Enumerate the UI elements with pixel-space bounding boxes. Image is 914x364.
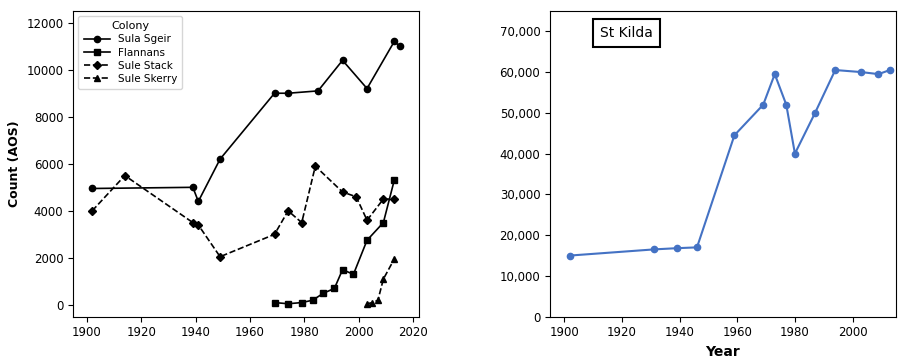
Sule Skerry: [362, 301, 373, 306]
Sule Stack: [193, 223, 204, 227]
Sule Stack: [351, 194, 362, 199]
Flannans: [329, 286, 340, 290]
Y-axis label: Count (AOS): Count (AOS): [7, 120, 21, 207]
Sule Stack: [282, 209, 293, 213]
Flannans: [307, 298, 318, 302]
Legend: Sula Sgeir, Flannans, Sule Stack, Sule Skerry: Sula Sgeir, Flannans, Sule Stack, Sule S…: [79, 16, 183, 89]
Sule Stack: [377, 197, 388, 201]
Sule Stack: [87, 209, 98, 213]
Sule Skerry: [388, 257, 399, 261]
Sule Stack: [269, 232, 280, 237]
Sule Stack: [362, 218, 373, 222]
Sule Skerry: [367, 300, 378, 305]
Sule Stack: [187, 221, 198, 225]
Flannans: [282, 301, 293, 306]
Flannans: [296, 300, 307, 305]
Sule Stack: [310, 164, 321, 168]
Flannans: [388, 178, 399, 182]
X-axis label: Year: Year: [706, 345, 740, 359]
Sule Stack: [120, 173, 131, 178]
Line: Flannans: Flannans: [271, 177, 398, 307]
Line: Sule Stack: Sule Stack: [89, 163, 398, 260]
Flannans: [377, 221, 388, 225]
Sula Sgeir: [269, 91, 280, 95]
Sula Sgeir: [187, 185, 198, 190]
Flannans: [362, 238, 373, 242]
Flannans: [337, 268, 348, 272]
Sule Stack: [296, 221, 307, 225]
Sule Skerry: [377, 277, 388, 281]
Sula Sgeir: [87, 186, 98, 191]
Sula Sgeir: [282, 91, 293, 95]
Sula Sgeir: [193, 199, 204, 203]
Sule Skerry: [372, 298, 383, 302]
Sule Stack: [215, 254, 226, 259]
Flannans: [348, 272, 359, 277]
Sule Stack: [337, 190, 348, 194]
Sula Sgeir: [394, 44, 405, 48]
Line: Sula Sgeir: Sula Sgeir: [89, 38, 403, 205]
Sula Sgeir: [313, 89, 324, 93]
Flannans: [318, 291, 329, 295]
Sula Sgeir: [388, 39, 399, 44]
Sula Sgeir: [215, 157, 226, 161]
Line: Sule Skerry: Sule Skerry: [364, 256, 398, 307]
Sule Stack: [388, 197, 399, 201]
Text: St Kilda: St Kilda: [600, 26, 653, 40]
Sula Sgeir: [337, 58, 348, 63]
Flannans: [269, 300, 280, 305]
Sula Sgeir: [362, 86, 373, 91]
